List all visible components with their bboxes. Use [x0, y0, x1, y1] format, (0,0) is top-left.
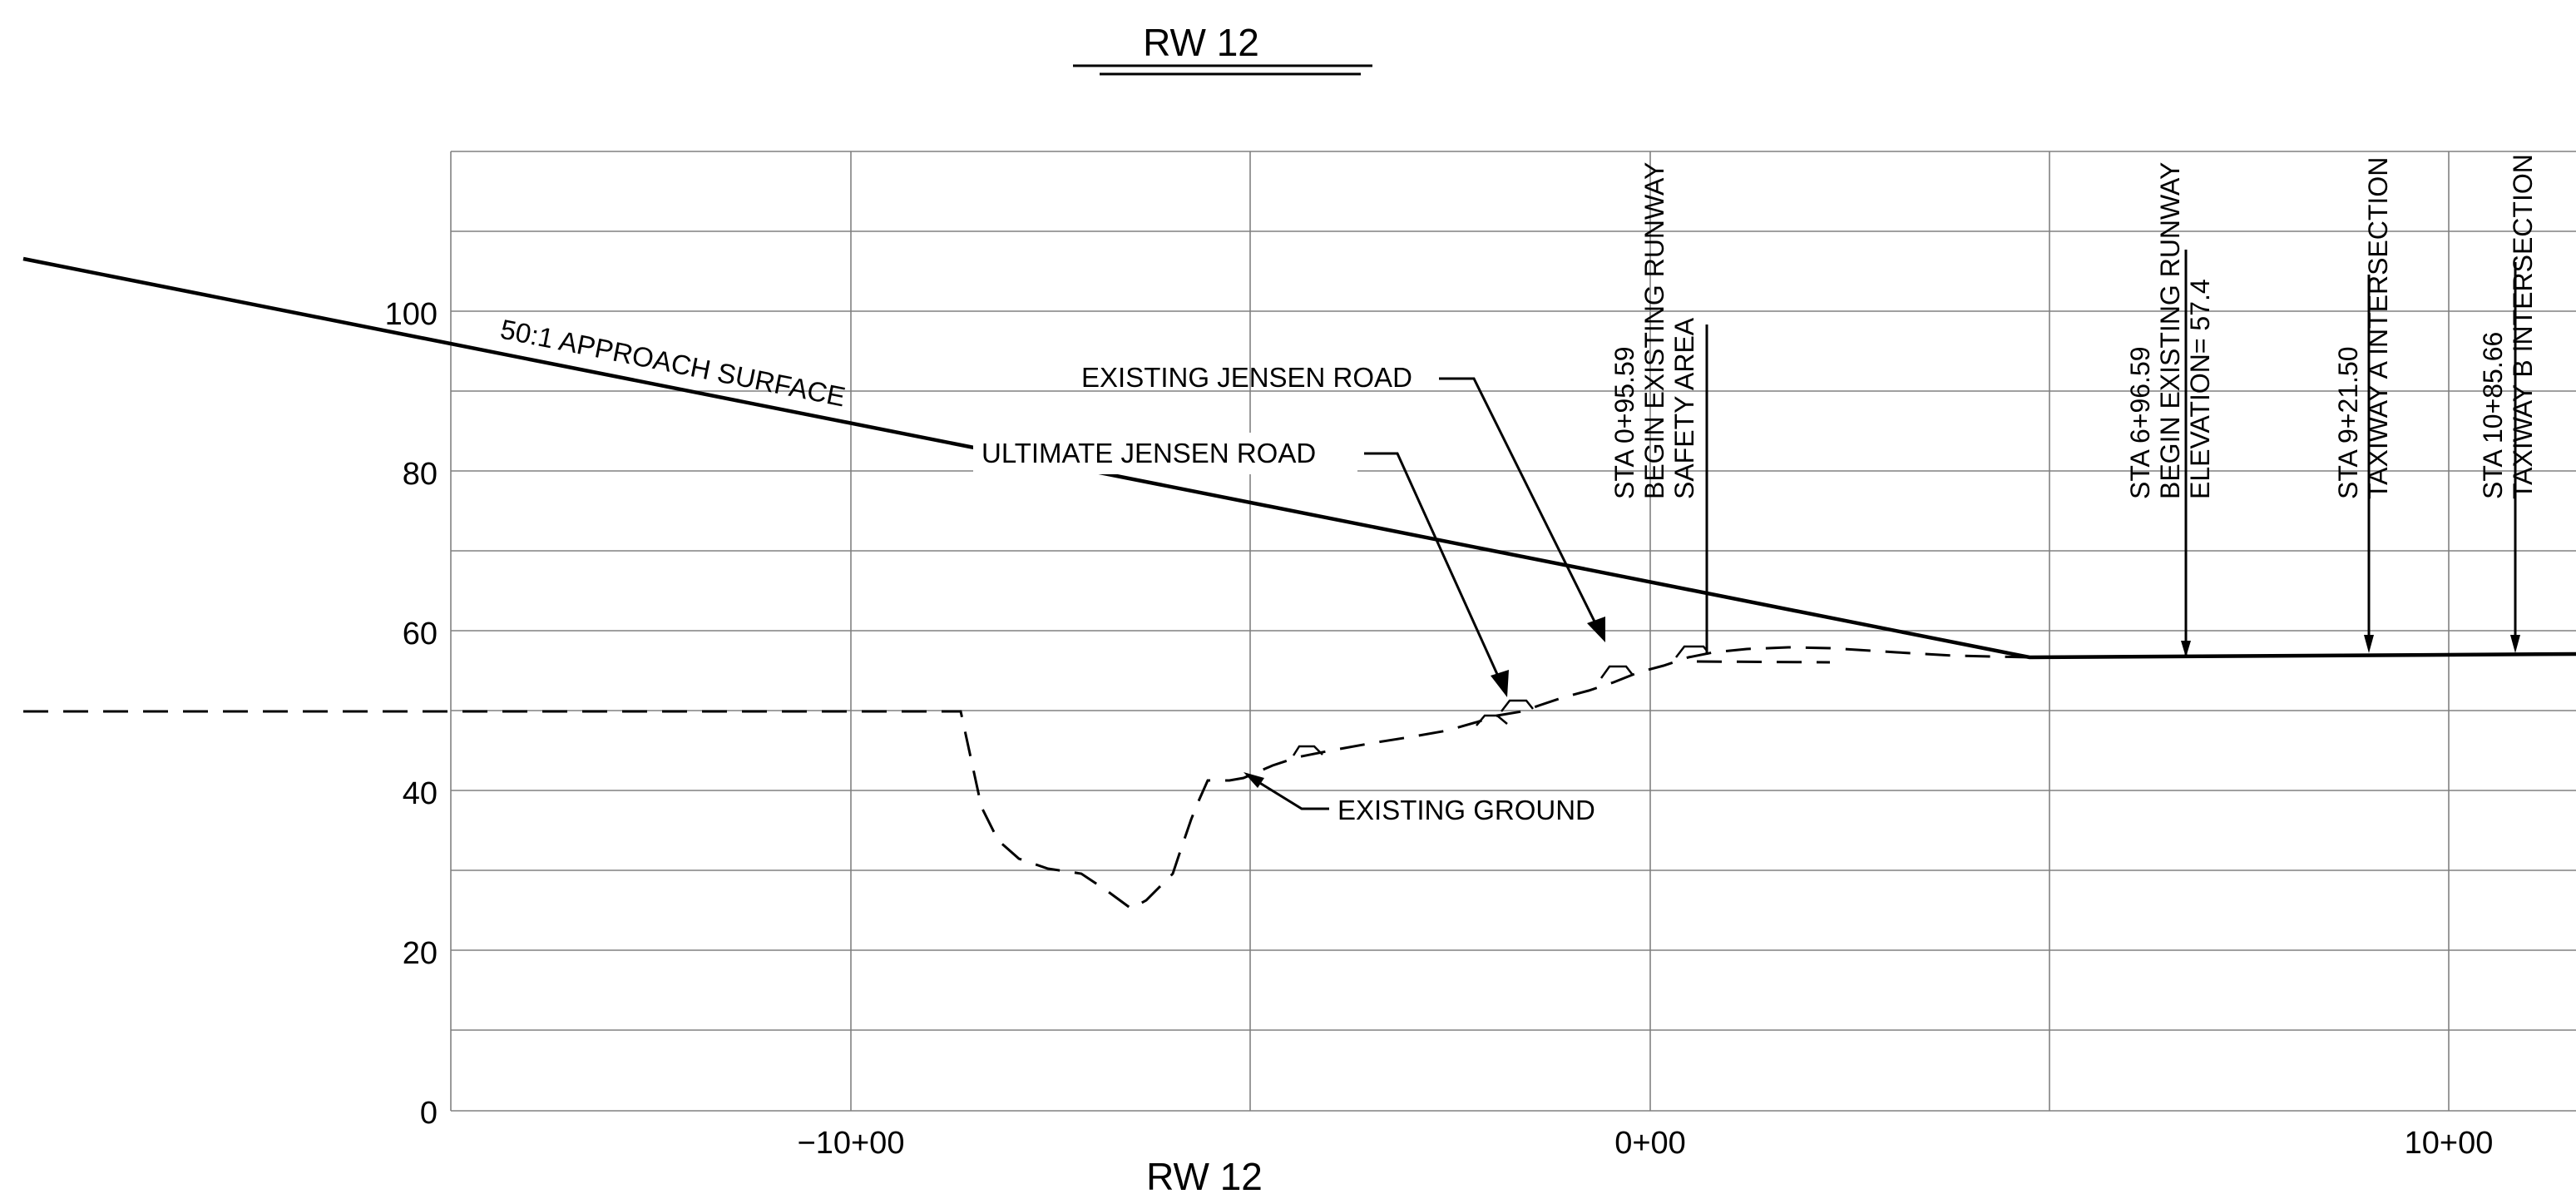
station-marker-2: STA 6+96.59 BEGIN EXISTING RUNWAY ELEVAT… [2125, 162, 2215, 657]
station-label-line-3: ELEVATION= 57.4 [2185, 279, 2215, 499]
y-axis-labels: 0 20 40 60 80 100 [385, 297, 438, 1131]
station-marker-4: STA 10+85.66 TAXIWAY B INTERSECTION [2478, 154, 2538, 653]
x-tick-label: 10+00 [2405, 1126, 2494, 1161]
y-tick-label: 100 [385, 297, 438, 332]
x-tick-label: 0+00 [1614, 1126, 1686, 1161]
x-tick-label: −10+00 [798, 1126, 905, 1161]
existing-ground-arrow [1244, 772, 1264, 788]
existing-ground-line [23, 646, 2030, 910]
station-arrow [2510, 635, 2520, 653]
station-label-line-1: STA 0+95.59 [1609, 346, 1639, 499]
station-arrow [2364, 635, 2374, 653]
y-tick-label: 0 [420, 1096, 438, 1131]
grid [450, 151, 2576, 1112]
station-arrow [2181, 641, 2191, 657]
y-tick-label: 40 [403, 776, 438, 811]
station-marker-1: STA 0+95.59 BEGIN EXISTING RUNWAY SAFETY… [1609, 162, 1708, 655]
ultimate-jensen-road-leader [1364, 452, 1506, 690]
existing-ground-leader [1251, 776, 1329, 810]
station-label-line-2: BEGIN EXISTING RUNWAY [1639, 162, 1669, 499]
x-axis-labels: −10+00 0+00 10+00 [798, 1126, 2494, 1161]
existing-jensen-road-arrow [1587, 617, 1605, 642]
y-tick-label: 80 [403, 457, 438, 492]
drawing-title: RW 12 [1143, 21, 1259, 64]
ultimate-jensen-road-arrow [1491, 670, 1509, 697]
existing-jensen-road-label: EXISTING JENSEN ROAD [1081, 362, 1412, 393]
station-label-line-1: STA 6+96.59 [2125, 346, 2155, 499]
station-marker-3: STA 9+21.50 TAXIWAY A INTERSECTION [2333, 157, 2393, 653]
bottom-title: RW 12 [1146, 1155, 1263, 1194]
ultimate-jensen-road-mask [973, 433, 1357, 474]
y-tick-label: 60 [403, 617, 438, 651]
station-label-line-1: STA 10+85.66 [2478, 332, 2508, 499]
station-label-line-2: BEGIN EXISTING RUNWAY [2155, 162, 2185, 499]
existing-ground-label: EXISTING GROUND [1337, 795, 1595, 825]
y-tick-label: 20 [403, 936, 438, 971]
station-label-line-3: SAFETY AREA [1669, 317, 1699, 499]
station-label-line-2: TAXIWAY B INTERSECTION [2508, 154, 2538, 499]
existing-ground-line [1696, 660, 1831, 664]
ultimate-jensen-road-label: ULTIMATE JENSEN ROAD [981, 438, 1316, 468]
station-label-line-1: STA 9+21.50 [2333, 346, 2363, 499]
existing-jensen-road-leader [1439, 377, 1603, 636]
station-label-line-2: TAXIWAY A INTERSECTION [2363, 157, 2393, 499]
road-templates [1292, 645, 1708, 756]
